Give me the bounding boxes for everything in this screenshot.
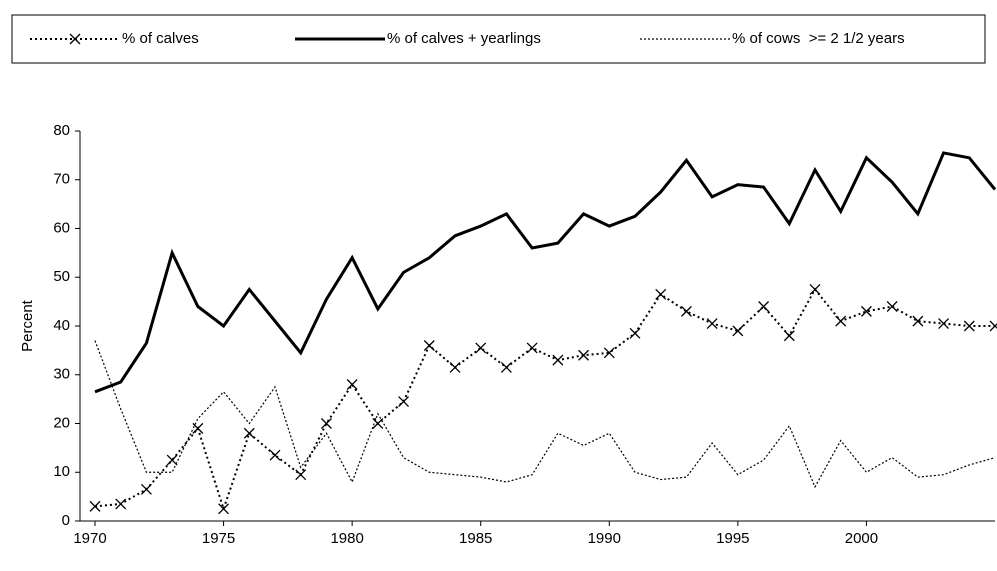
data-marker: [989, 320, 997, 332]
data-marker: [269, 449, 281, 461]
data-marker: [372, 418, 384, 429]
y-tick-label: 70: [53, 171, 70, 188]
data-marker: [115, 498, 127, 510]
data-marker: [758, 301, 770, 312]
data-marker: [526, 342, 538, 354]
x-tick-label: 2000: [845, 530, 878, 547]
data-marker: [732, 325, 744, 337]
y-tick-label: 10: [53, 463, 70, 480]
y-tick-label: 30: [53, 366, 70, 383]
data-marker: [475, 342, 487, 354]
data-marker: [783, 330, 795, 342]
legend-label: % of calves + yearlings: [387, 30, 541, 47]
data-marker: [629, 327, 641, 339]
data-marker: [192, 422, 204, 434]
x-tick-label: 1995: [716, 530, 749, 547]
data-marker: [218, 503, 230, 515]
data-marker: [963, 320, 975, 332]
y-tick-label: 0: [62, 512, 70, 529]
data-marker: [603, 347, 615, 359]
data-marker: [398, 396, 410, 408]
data-marker: [578, 349, 590, 361]
data-marker: [140, 483, 152, 495]
x-tick-label: 1990: [588, 530, 621, 547]
data-marker: [680, 305, 692, 317]
data-marker: [835, 315, 847, 327]
series-line: [94, 340, 996, 489]
data-marker: [500, 361, 512, 373]
x-tick-label: 1980: [330, 530, 363, 547]
data-marker: [423, 340, 435, 351]
legend-box: [11, 14, 986, 64]
data-marker: [320, 418, 332, 429]
x-tick-label: 1985: [459, 530, 492, 547]
data-marker: [449, 361, 461, 373]
legend-marker: [69, 33, 81, 45]
x-tick-label: 1975: [202, 530, 235, 547]
legend-label: % of calves: [122, 30, 199, 47]
data-marker: [655, 288, 667, 300]
data-marker: [809, 283, 821, 295]
data-marker: [89, 500, 101, 512]
series-line: [94, 287, 995, 513]
data-marker: [552, 354, 564, 366]
data-marker: [886, 301, 898, 312]
series-line: [94, 151, 997, 394]
data-marker: [346, 379, 358, 390]
data-marker: [295, 469, 307, 481]
data-marker: [860, 305, 872, 317]
y-tick-label: 80: [53, 122, 70, 139]
legend-label: % of cows >= 2 1/2 years: [732, 30, 905, 47]
data-marker: [706, 318, 718, 330]
data-marker: [166, 454, 178, 466]
y-tick-label: 60: [53, 219, 70, 236]
data-marker: [243, 427, 255, 439]
data-marker: [912, 315, 924, 327]
y-tick-label: 20: [53, 414, 70, 431]
data-marker: [938, 318, 950, 330]
y-axis-label: Percent: [19, 299, 36, 352]
x-tick-label: 1970: [73, 530, 106, 547]
y-tick-label: 50: [53, 268, 70, 285]
y-tick-label: 40: [53, 317, 70, 334]
